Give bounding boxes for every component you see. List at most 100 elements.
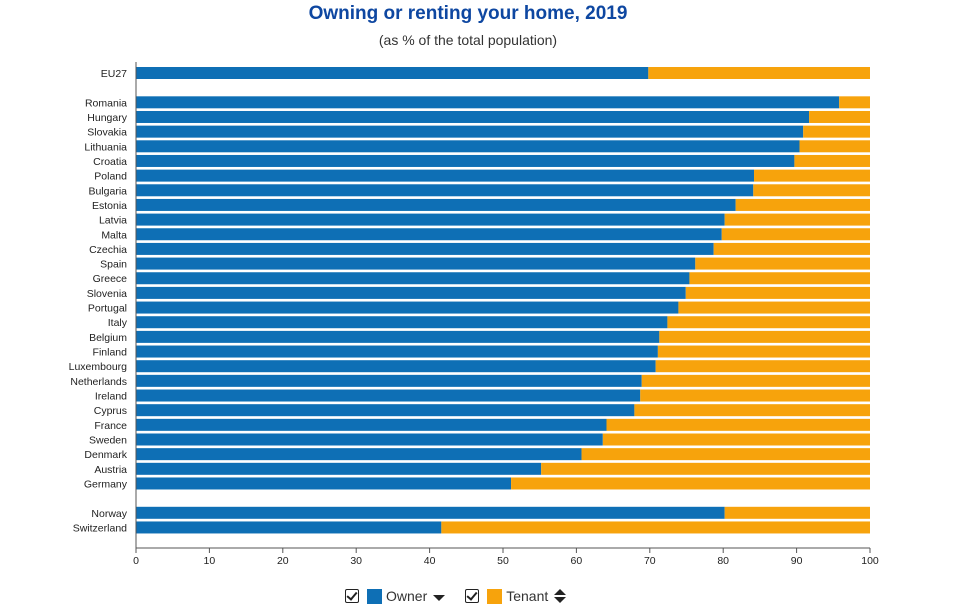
bar-tenant-eu27[interactable] <box>648 67 870 79</box>
bar-owner-italy[interactable] <box>136 316 668 329</box>
bar-owner-estonia[interactable] <box>136 198 736 211</box>
category-label: Belgium <box>89 332 127 344</box>
bar-owner-poland[interactable] <box>136 169 755 182</box>
x-tick-label: 50 <box>497 555 509 567</box>
legend: Owner Tenant <box>345 585 586 607</box>
bar-owner-austria[interactable] <box>136 462 542 475</box>
category-label: Finland <box>93 347 128 359</box>
bar-tenant-czechia[interactable] <box>713 242 870 255</box>
category-label: Slovenia <box>87 288 127 300</box>
bar-owner-croatia[interactable] <box>136 154 795 167</box>
category-label: Latvia <box>99 215 127 227</box>
category-label: Czechia <box>89 244 127 256</box>
x-tick-label: 100 <box>861 555 879 567</box>
x-tick-label: 60 <box>571 555 583 567</box>
bar-owner-slovenia[interactable] <box>136 286 686 299</box>
bar-owner-slovakia[interactable] <box>136 125 804 138</box>
bar-tenant-italy[interactable] <box>667 316 870 329</box>
bar-owner-latvia[interactable] <box>136 213 725 226</box>
category-label: EU27 <box>101 68 127 80</box>
bar-tenant-lithuania[interactable] <box>799 140 870 153</box>
legend-item-tenant[interactable]: Tenant <box>465 588 567 604</box>
legend-label-tenant: Tenant <box>506 588 549 604</box>
category-label: Croatia <box>93 156 127 168</box>
bar-owner-germany[interactable] <box>136 477 512 490</box>
bar-owner-czechia[interactable] <box>136 242 714 255</box>
bar-tenant-denmark[interactable] <box>581 448 870 461</box>
bar-tenant-ireland[interactable] <box>640 389 870 402</box>
bar-tenant-poland[interactable] <box>754 169 870 182</box>
x-tick-label: 20 <box>277 555 289 567</box>
bar-tenant-romania[interactable] <box>839 96 870 109</box>
bar-owner-sweden[interactable] <box>136 433 603 446</box>
bar-owner-portugal[interactable] <box>136 301 679 314</box>
category-label: Sweden <box>89 435 127 447</box>
category-label: Portugal <box>88 303 127 315</box>
category-label: Estonia <box>92 200 127 212</box>
bar-owner-cyprus[interactable] <box>136 404 635 417</box>
sort-both-icon[interactable] <box>554 589 567 603</box>
category-label: Bulgaria <box>88 185 127 197</box>
bar-owner-denmark[interactable] <box>136 448 582 461</box>
category-label: Switzerland <box>73 522 127 534</box>
bar-owner-belgium[interactable] <box>136 330 660 343</box>
owner-checkbox-icon[interactable] <box>345 589 359 603</box>
bar-tenant-france[interactable] <box>606 418 870 431</box>
bar-tenant-hungary[interactable] <box>809 110 870 123</box>
bar-tenant-croatia[interactable] <box>794 154 870 167</box>
bar-tenant-finland[interactable] <box>657 345 870 358</box>
bar-owner-spain[interactable] <box>136 257 696 270</box>
bar-tenant-luxembourg[interactable] <box>655 360 870 373</box>
bar-tenant-latvia[interactable] <box>724 213 870 226</box>
bar-tenant-switzerland[interactable] <box>441 521 870 534</box>
tenant-checkbox-icon[interactable] <box>465 589 480 603</box>
bar-tenant-germany[interactable] <box>511 477 870 490</box>
category-label: Austria <box>94 464 127 476</box>
bar-tenant-slovakia[interactable] <box>803 125 870 138</box>
bar-owner-hungary[interactable] <box>136 110 810 123</box>
bar-tenant-slovenia[interactable] <box>685 286 870 299</box>
bar-tenant-belgium[interactable] <box>659 330 870 343</box>
bar-owner-france[interactable] <box>136 418 607 431</box>
category-label: Ireland <box>95 391 127 403</box>
bar-tenant-sweden[interactable] <box>602 433 870 446</box>
bar-tenant-austria[interactable] <box>541 462 870 475</box>
owner-swatch <box>367 588 382 604</box>
bar-tenant-estonia[interactable] <box>735 198 870 211</box>
bar-tenant-portugal[interactable] <box>678 301 870 314</box>
category-label: Spain <box>100 259 127 271</box>
bar-owner-eu27[interactable] <box>136 67 649 79</box>
category-label: Poland <box>94 171 127 183</box>
category-label: Netherlands <box>70 376 127 388</box>
x-tick-label: 10 <box>204 555 216 567</box>
category-label: Cyprus <box>94 405 127 417</box>
bar-owner-romania[interactable] <box>136 96 840 109</box>
bar-owner-luxembourg[interactable] <box>136 360 656 373</box>
bar-owner-norway[interactable] <box>136 506 725 519</box>
bar-tenant-bulgaria[interactable] <box>753 184 870 197</box>
bar-owner-malta[interactable] <box>136 228 722 241</box>
category-label: Malta <box>101 229 127 241</box>
bar-owner-switzerland[interactable] <box>136 521 442 534</box>
x-tick-label: 70 <box>644 555 656 567</box>
bar-tenant-spain[interactable] <box>695 257 870 270</box>
category-label: Luxembourg <box>69 361 128 373</box>
x-tick-label: 80 <box>717 555 729 567</box>
category-label: Slovakia <box>87 127 127 139</box>
bar-owner-greece[interactable] <box>136 272 690 285</box>
bar-owner-lithuania[interactable] <box>136 140 800 153</box>
bar-owner-bulgaria[interactable] <box>136 184 754 197</box>
category-label: Italy <box>108 317 128 329</box>
sort-descending-icon[interactable] <box>433 595 446 601</box>
x-tick-label: 40 <box>424 555 436 567</box>
bar-tenant-cyprus[interactable] <box>634 404 870 417</box>
bar-tenant-norway[interactable] <box>724 506 870 519</box>
bar-owner-ireland[interactable] <box>136 389 641 402</box>
bar-tenant-malta[interactable] <box>721 228 870 241</box>
bar-tenant-netherlands[interactable] <box>641 374 870 387</box>
bar-owner-netherlands[interactable] <box>136 374 642 387</box>
legend-item-owner[interactable]: Owner <box>345 588 446 604</box>
x-tick-label: 0 <box>133 555 139 567</box>
bar-owner-finland[interactable] <box>136 345 658 358</box>
bar-tenant-greece[interactable] <box>689 272 870 285</box>
